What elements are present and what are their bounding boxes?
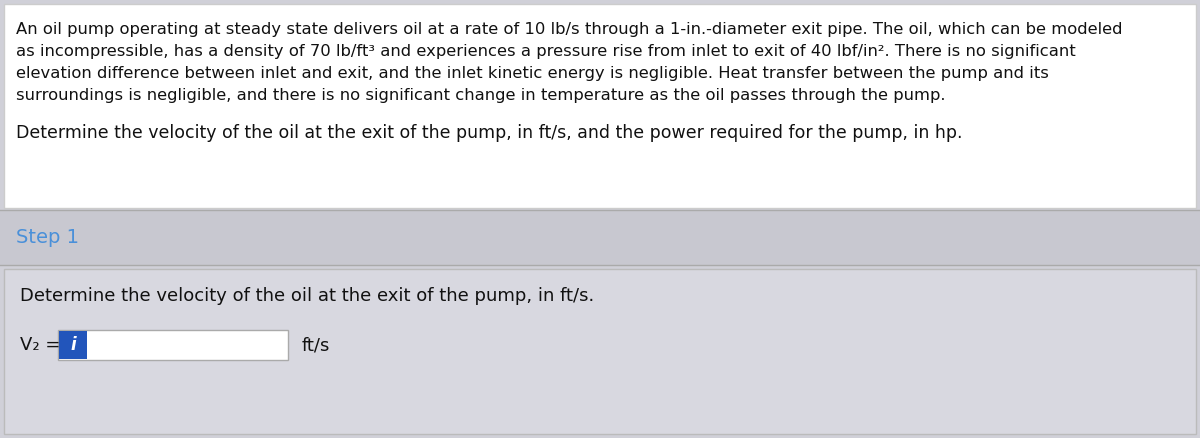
Text: V₂ =: V₂ =	[20, 336, 60, 354]
Text: An oil pump operating at steady state delivers oil at a rate of 10 lb/s through : An oil pump operating at steady state de…	[16, 22, 1122, 37]
Text: Determine the velocity of the oil at the exit of the pump, in ft/s.: Determine the velocity of the oil at the…	[20, 287, 594, 305]
Text: surroundings is negligible, and there is no significant change in temperature as: surroundings is negligible, and there is…	[16, 88, 946, 103]
Text: elevation difference between inlet and exit, and the inlet kinetic energy is neg: elevation difference between inlet and e…	[16, 66, 1049, 81]
Text: Step 1: Step 1	[16, 228, 79, 247]
Text: ft/s: ft/s	[302, 336, 330, 354]
FancyBboxPatch shape	[58, 330, 288, 360]
FancyBboxPatch shape	[59, 331, 88, 359]
Text: Determine the velocity of the oil at the exit of the pump, in ft/s, and the powe: Determine the velocity of the oil at the…	[16, 124, 962, 142]
FancyBboxPatch shape	[4, 4, 1196, 208]
FancyBboxPatch shape	[0, 210, 1200, 265]
Text: i: i	[70, 336, 76, 354]
FancyBboxPatch shape	[4, 269, 1196, 434]
Text: as incompressible, has a density of 70 lb/ft³ and experiences a pressure rise fr: as incompressible, has a density of 70 l…	[16, 44, 1075, 59]
